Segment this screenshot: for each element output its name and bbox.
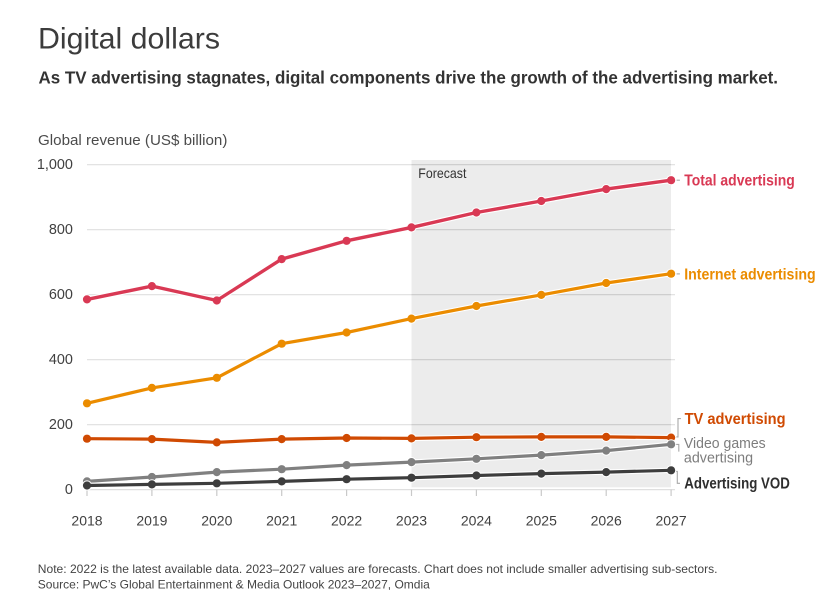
svg-text:TV advertising: TV advertising (685, 411, 786, 428)
svg-text:2021: 2021 (266, 513, 297, 529)
svg-text:Global revenue (US$ billion): Global revenue (US$ billion) (38, 132, 227, 149)
svg-text:Source: PwC’s Global Entertain: Source: PwC’s Global Entertainment & Med… (38, 578, 430, 592)
svg-text:2020: 2020 (201, 513, 232, 529)
svg-text:Note: 2022 is the latest avail: Note: 2022 is the latest available data.… (38, 562, 718, 576)
svg-text:0: 0 (65, 482, 73, 498)
svg-text:1,000: 1,000 (37, 157, 73, 173)
svg-text:400: 400 (49, 352, 73, 368)
svg-text:As TV advertising stagnates, d: As TV advertising stagnates, digital com… (39, 67, 779, 87)
svg-text:2026: 2026 (591, 513, 622, 529)
svg-text:2022: 2022 (331, 513, 362, 529)
svg-text:Internet advertising: Internet advertising (684, 267, 816, 284)
svg-text:2019: 2019 (136, 513, 167, 529)
svg-text:200: 200 (49, 417, 73, 433)
svg-text:Digital dollars: Digital dollars (38, 22, 220, 55)
svg-text:2024: 2024 (461, 513, 492, 529)
svg-text:Forecast: Forecast (418, 165, 466, 181)
svg-text:2023: 2023 (396, 513, 427, 529)
svg-text:2027: 2027 (656, 513, 687, 529)
svg-text:Advertising VOD: Advertising VOD (684, 476, 790, 493)
svg-text:advertising: advertising (684, 451, 753, 467)
svg-text:Total advertising: Total advertising (684, 172, 795, 189)
svg-text:Video games: Video games (684, 436, 766, 452)
svg-text:2025: 2025 (526, 513, 557, 529)
svg-text:600: 600 (49, 287, 73, 303)
svg-text:2018: 2018 (71, 513, 102, 529)
svg-text:800: 800 (49, 222, 73, 238)
